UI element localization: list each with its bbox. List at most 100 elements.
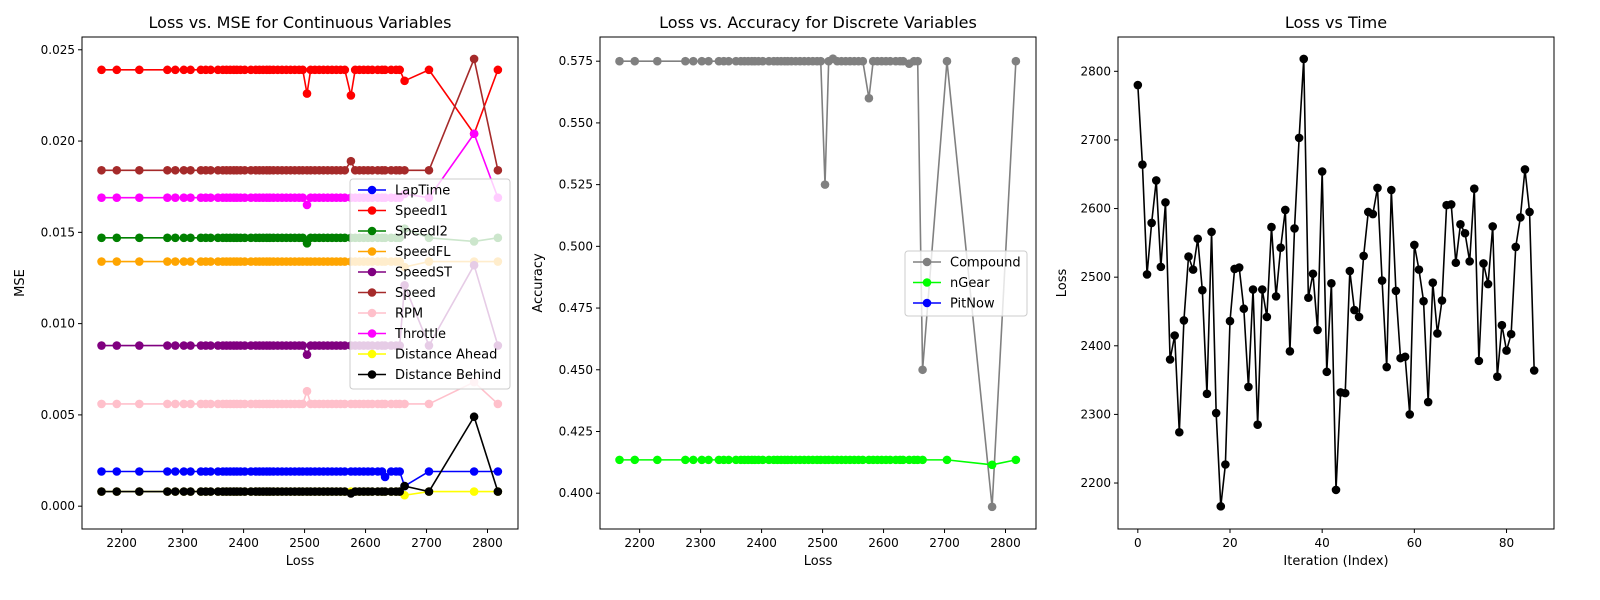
data-point [112,487,122,496]
data-point [1456,220,1465,229]
x-tick-label: 20 [1222,536,1237,550]
legend-marker [367,267,377,277]
data-point [1239,304,1249,314]
data-point [689,56,698,66]
chart-title: Loss vs. MSE for Continuous Variables [149,13,452,32]
data-point [1156,262,1166,272]
data-point [1460,228,1470,238]
data-point [1437,296,1447,305]
data-point [758,56,768,66]
data-point [1175,427,1184,437]
data-point [135,257,144,266]
y-tick-label: 0.525 [559,178,593,192]
data-point [340,467,350,476]
data-point [1142,270,1152,279]
data-point [1234,263,1244,272]
data-point [380,399,390,409]
data-point [1290,224,1299,233]
legend-marker [367,349,377,359]
data-point [1193,234,1203,244]
data-point [400,481,409,491]
y-tick-label: 2300 [1080,407,1111,421]
data-point [1188,265,1198,274]
data-point [1469,184,1479,193]
data-point [240,193,250,202]
data-point [135,233,144,243]
x-tick-label: 2400 [228,536,259,550]
data-point [171,165,180,175]
data-point [1317,167,1327,176]
data-point [302,386,312,396]
data-point [206,257,215,266]
plot-area [1133,54,1539,511]
data-point [171,193,180,202]
x-tick-label: 60 [1407,536,1422,550]
data-point [186,399,195,409]
data-point [1147,218,1156,228]
data-point [1451,258,1461,268]
x-axis-label: Loss [286,554,315,569]
data-point [1327,279,1336,288]
data-point [1262,312,1272,322]
data-point [97,399,106,409]
data-point [1405,410,1415,419]
data-point [346,91,356,100]
x-tick-label: 2700 [929,536,960,550]
data-point [340,399,350,409]
data-point [1165,355,1175,364]
legend-marker [367,206,377,215]
data-point [1525,207,1534,217]
data-point [240,341,250,350]
x-tick-label: 2800 [472,536,503,550]
legend-marker [367,185,377,195]
data-point [135,467,144,476]
data-point [302,200,312,210]
legend-marker [367,288,377,297]
data-point [1419,296,1428,306]
data-point [97,165,106,175]
x-tick-label: 80 [1499,536,1514,550]
data-point [179,65,189,75]
data-point [1179,316,1189,325]
data-point [171,399,180,409]
data-point [1520,165,1530,174]
data-point [112,399,122,409]
data-point [1377,276,1387,285]
data-point [424,487,434,496]
data-point [1207,227,1216,237]
data-point [400,399,409,409]
x-tick-label: 2500 [807,536,838,550]
data-point [163,193,172,202]
data-point [302,350,312,359]
legend-entry: Distance Ahead [358,348,497,363]
legend-label: Distance Ahead [395,348,497,363]
chart-title: Loss vs. Accuracy for Discrete Variables [659,13,977,32]
x-tick-label: 2200 [106,536,137,550]
data-point [1391,286,1401,296]
x-axis-label: Loss [804,554,833,569]
data-point [302,89,312,98]
data-point [858,56,868,66]
legend-label: Speed [395,286,436,301]
data-point [820,180,830,189]
data-point [1133,80,1143,90]
data-point [1011,56,1021,66]
data-point [298,399,308,409]
data-point [918,365,927,375]
data-point [112,65,122,75]
data-point [206,165,215,175]
data-point [1465,257,1474,266]
series-laptime [97,467,503,491]
y-tick-label: 0.500 [559,239,593,253]
data-point [179,193,189,202]
data-point [1350,305,1359,315]
data-point [493,467,503,476]
legend-label: SpeedFL [395,245,451,260]
y-axis-label: Accuracy [531,253,546,313]
data-point [689,455,698,465]
y-tick-label: 0.450 [559,363,593,377]
data-point [918,455,927,465]
legend-label: Compound [950,256,1021,271]
legend-label: SpeedI1 [395,204,448,219]
